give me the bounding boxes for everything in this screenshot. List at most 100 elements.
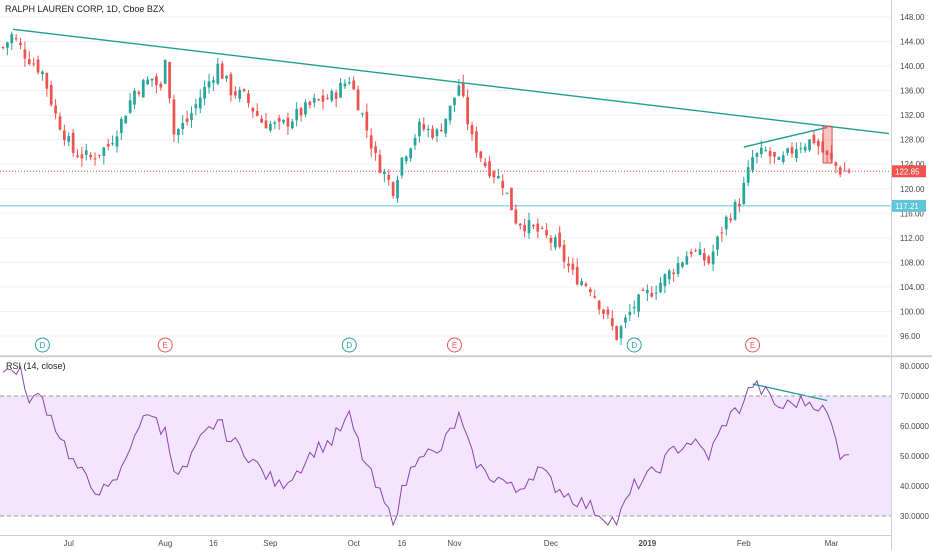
last-price-label: 122.85	[895, 167, 920, 176]
candle-body	[510, 187, 513, 211]
candle-body	[457, 85, 461, 96]
candle-body	[352, 80, 356, 90]
candle-body	[387, 175, 391, 180]
highlight-box[interactable]	[822, 125, 833, 164]
candle-body	[347, 82, 351, 84]
event-marker-d[interactable]	[341, 337, 357, 353]
candle-body	[71, 132, 75, 153]
candle-body	[729, 218, 733, 221]
candle-body	[483, 162, 487, 166]
candle-body	[396, 179, 399, 199]
price-axis[interactable]: 148.00 144.00 140.00 136.00 132.00 128.00 124.…	[892, 13, 926, 341]
candle-body	[698, 249, 702, 255]
candle-body	[251, 107, 255, 112]
candle-body	[431, 128, 434, 138]
time-tick-label: Oct	[347, 539, 360, 548]
candle-body	[242, 89, 246, 91]
candle-body	[615, 326, 619, 340]
rsi-divergence-line[interactable]	[752, 383, 828, 402]
candle-body	[369, 135, 373, 149]
candle-body	[41, 71, 44, 75]
candle-body	[803, 146, 807, 151]
candle-body	[374, 146, 377, 153]
trendline[interactable]	[12, 28, 890, 135]
candle-body	[659, 282, 662, 293]
candle-body	[448, 105, 452, 121]
candle-body	[637, 294, 640, 312]
candle-body	[681, 262, 684, 267]
candle-body	[742, 182, 746, 205]
candle-body	[584, 283, 588, 286]
rsi-axis[interactable]: 80.0000 70.0000 60.0000 50.0000 40.0000 30.00…	[900, 362, 929, 521]
price-tick-label: 144.00	[900, 38, 925, 47]
candle-body	[781, 155, 785, 162]
candle-body	[382, 171, 386, 175]
candle-body	[624, 317, 627, 323]
short-trendline[interactable]	[743, 126, 828, 148]
candle-body	[409, 148, 413, 159]
time-tick-label: Sep	[263, 539, 278, 548]
candle-body	[207, 81, 211, 88]
candle-body	[795, 149, 798, 158]
candle-body	[269, 123, 272, 131]
candle-body	[523, 224, 526, 232]
candle-body	[790, 147, 794, 154]
candle-body	[418, 121, 421, 137]
candle-body	[163, 60, 167, 84]
candle-body	[475, 131, 478, 153]
event-marker-e[interactable]	[446, 337, 462, 353]
candle-body	[67, 136, 71, 142]
event-marker-label: D	[40, 341, 46, 350]
candle-body	[830, 152, 833, 160]
candle-body	[365, 111, 369, 131]
candle-body	[685, 256, 689, 265]
price-tick-label: 148.00	[900, 13, 925, 22]
candle-body	[654, 292, 658, 294]
candle-body	[194, 104, 198, 109]
last-price-tag[interactable]	[892, 165, 926, 178]
time-tick-label: Nov	[447, 539, 461, 548]
price-tick-label: 120.00	[900, 185, 925, 194]
candle-body	[150, 78, 154, 81]
candle-body	[628, 311, 632, 316]
rsi-tick-label: 40.0000	[900, 482, 929, 491]
candle-body	[777, 157, 781, 160]
candles	[1, 31, 851, 345]
candle-body	[264, 120, 268, 129]
candle-body	[102, 147, 106, 156]
candle-body	[49, 84, 53, 105]
event-marker-label: D	[631, 341, 637, 350]
level-price-tag[interactable]	[892, 199, 926, 212]
time-axis[interactable]: Jul Aug 16 Sep Oct 16 Nov Dec 2019 Feb Mar	[64, 539, 839, 548]
candle-body	[220, 63, 224, 79]
candle-body	[172, 99, 176, 135]
candle-body	[308, 101, 312, 106]
candle-body	[356, 89, 360, 111]
candle-body	[597, 300, 601, 310]
candle-body	[527, 220, 531, 234]
candle-body	[23, 49, 27, 59]
drawings[interactable]	[12, 28, 890, 402]
event-marker-e[interactable]	[157, 337, 173, 353]
candle-body	[260, 118, 263, 123]
candle-body	[317, 99, 320, 101]
candle-body	[694, 250, 697, 252]
candle-body	[54, 105, 57, 114]
event-marker-e[interactable]	[745, 337, 761, 353]
event-marker-d[interactable]	[34, 337, 50, 353]
candle-body	[764, 150, 768, 152]
price-levels	[0, 170, 891, 207]
candle-body	[435, 129, 439, 136]
rsi-tick-label: 80.0000	[900, 362, 929, 371]
event-marker-label: E	[750, 341, 755, 350]
candle-body	[198, 97, 202, 109]
candle-body	[273, 122, 277, 124]
price-tick-label: 136.00	[900, 87, 925, 96]
candle-body	[32, 63, 36, 65]
event-marker-d[interactable]	[626, 337, 642, 353]
rsi-tick-label: 50.0000	[900, 452, 929, 461]
candle-body	[141, 80, 145, 98]
time-tick-label: Aug	[158, 539, 172, 548]
